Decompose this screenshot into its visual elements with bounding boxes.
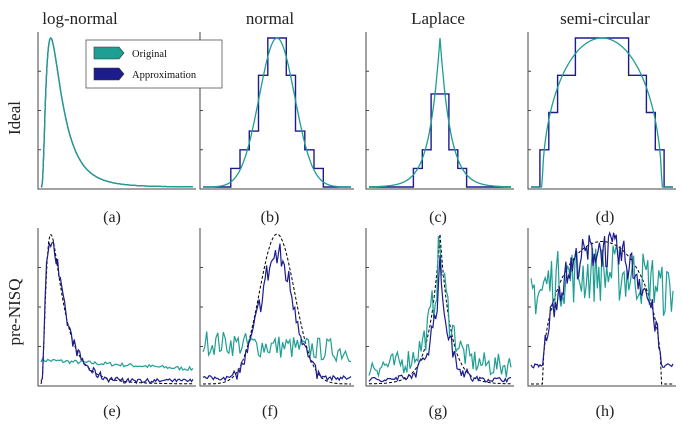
legend-swatch-original [93,46,125,60]
axis-c [365,32,514,190]
panel-label-e: (e) [103,403,121,420]
column-title-normal: normal [246,9,294,28]
axis-e [37,228,196,387]
series-approximation-d [531,37,673,188]
row-label-ideal: Ideal [5,101,24,135]
series-original-b [203,37,351,188]
series-original-c [369,37,511,188]
series-original-a [40,37,193,188]
series-original-d [531,37,673,188]
axis-f [199,228,354,387]
axis-g [365,228,514,387]
series-ideal-f [203,233,351,385]
series-approximation-f [202,243,352,382]
series-approximation-g [368,255,512,384]
legend-swatch-approximation [93,67,125,81]
series-ideal-h [531,241,673,385]
series-approximation-c [369,93,511,188]
series-approximation-b [203,37,351,188]
axis-a [37,32,196,190]
panel-label-d: (d) [596,209,615,226]
series-original-g [368,236,512,379]
panel-label-a: (a) [103,209,121,226]
legend-label-approximation: Approximation [132,70,197,81]
panel-label-h: (h) [596,403,615,420]
legend-label-original: Original [132,49,167,60]
panel-label-c: (c) [429,209,447,226]
panel-label-g: (g) [429,403,448,420]
legend: Original Approximation [85,39,223,89]
legend-entry-original: Original [93,46,167,60]
column-title-laplace: Laplace [411,9,465,28]
row-label-pre-nisq: pre-NISQ [5,278,24,345]
series-approximation-e [40,240,194,385]
panels [37,32,676,387]
panel-label-b: (b) [261,209,280,226]
panel-label-f: (f) [262,403,278,420]
axis-h [527,228,676,387]
column-title-semi-circular: semi-circular [560,9,650,28]
legend-entry-approximation: Approximation [93,67,197,81]
series-original-f [202,331,352,364]
axis-b [199,32,354,190]
axis-d [527,32,676,190]
series-original-e [40,357,194,371]
column-title-log-normal: log-normal [42,9,118,28]
series-approximation-h [530,230,674,369]
